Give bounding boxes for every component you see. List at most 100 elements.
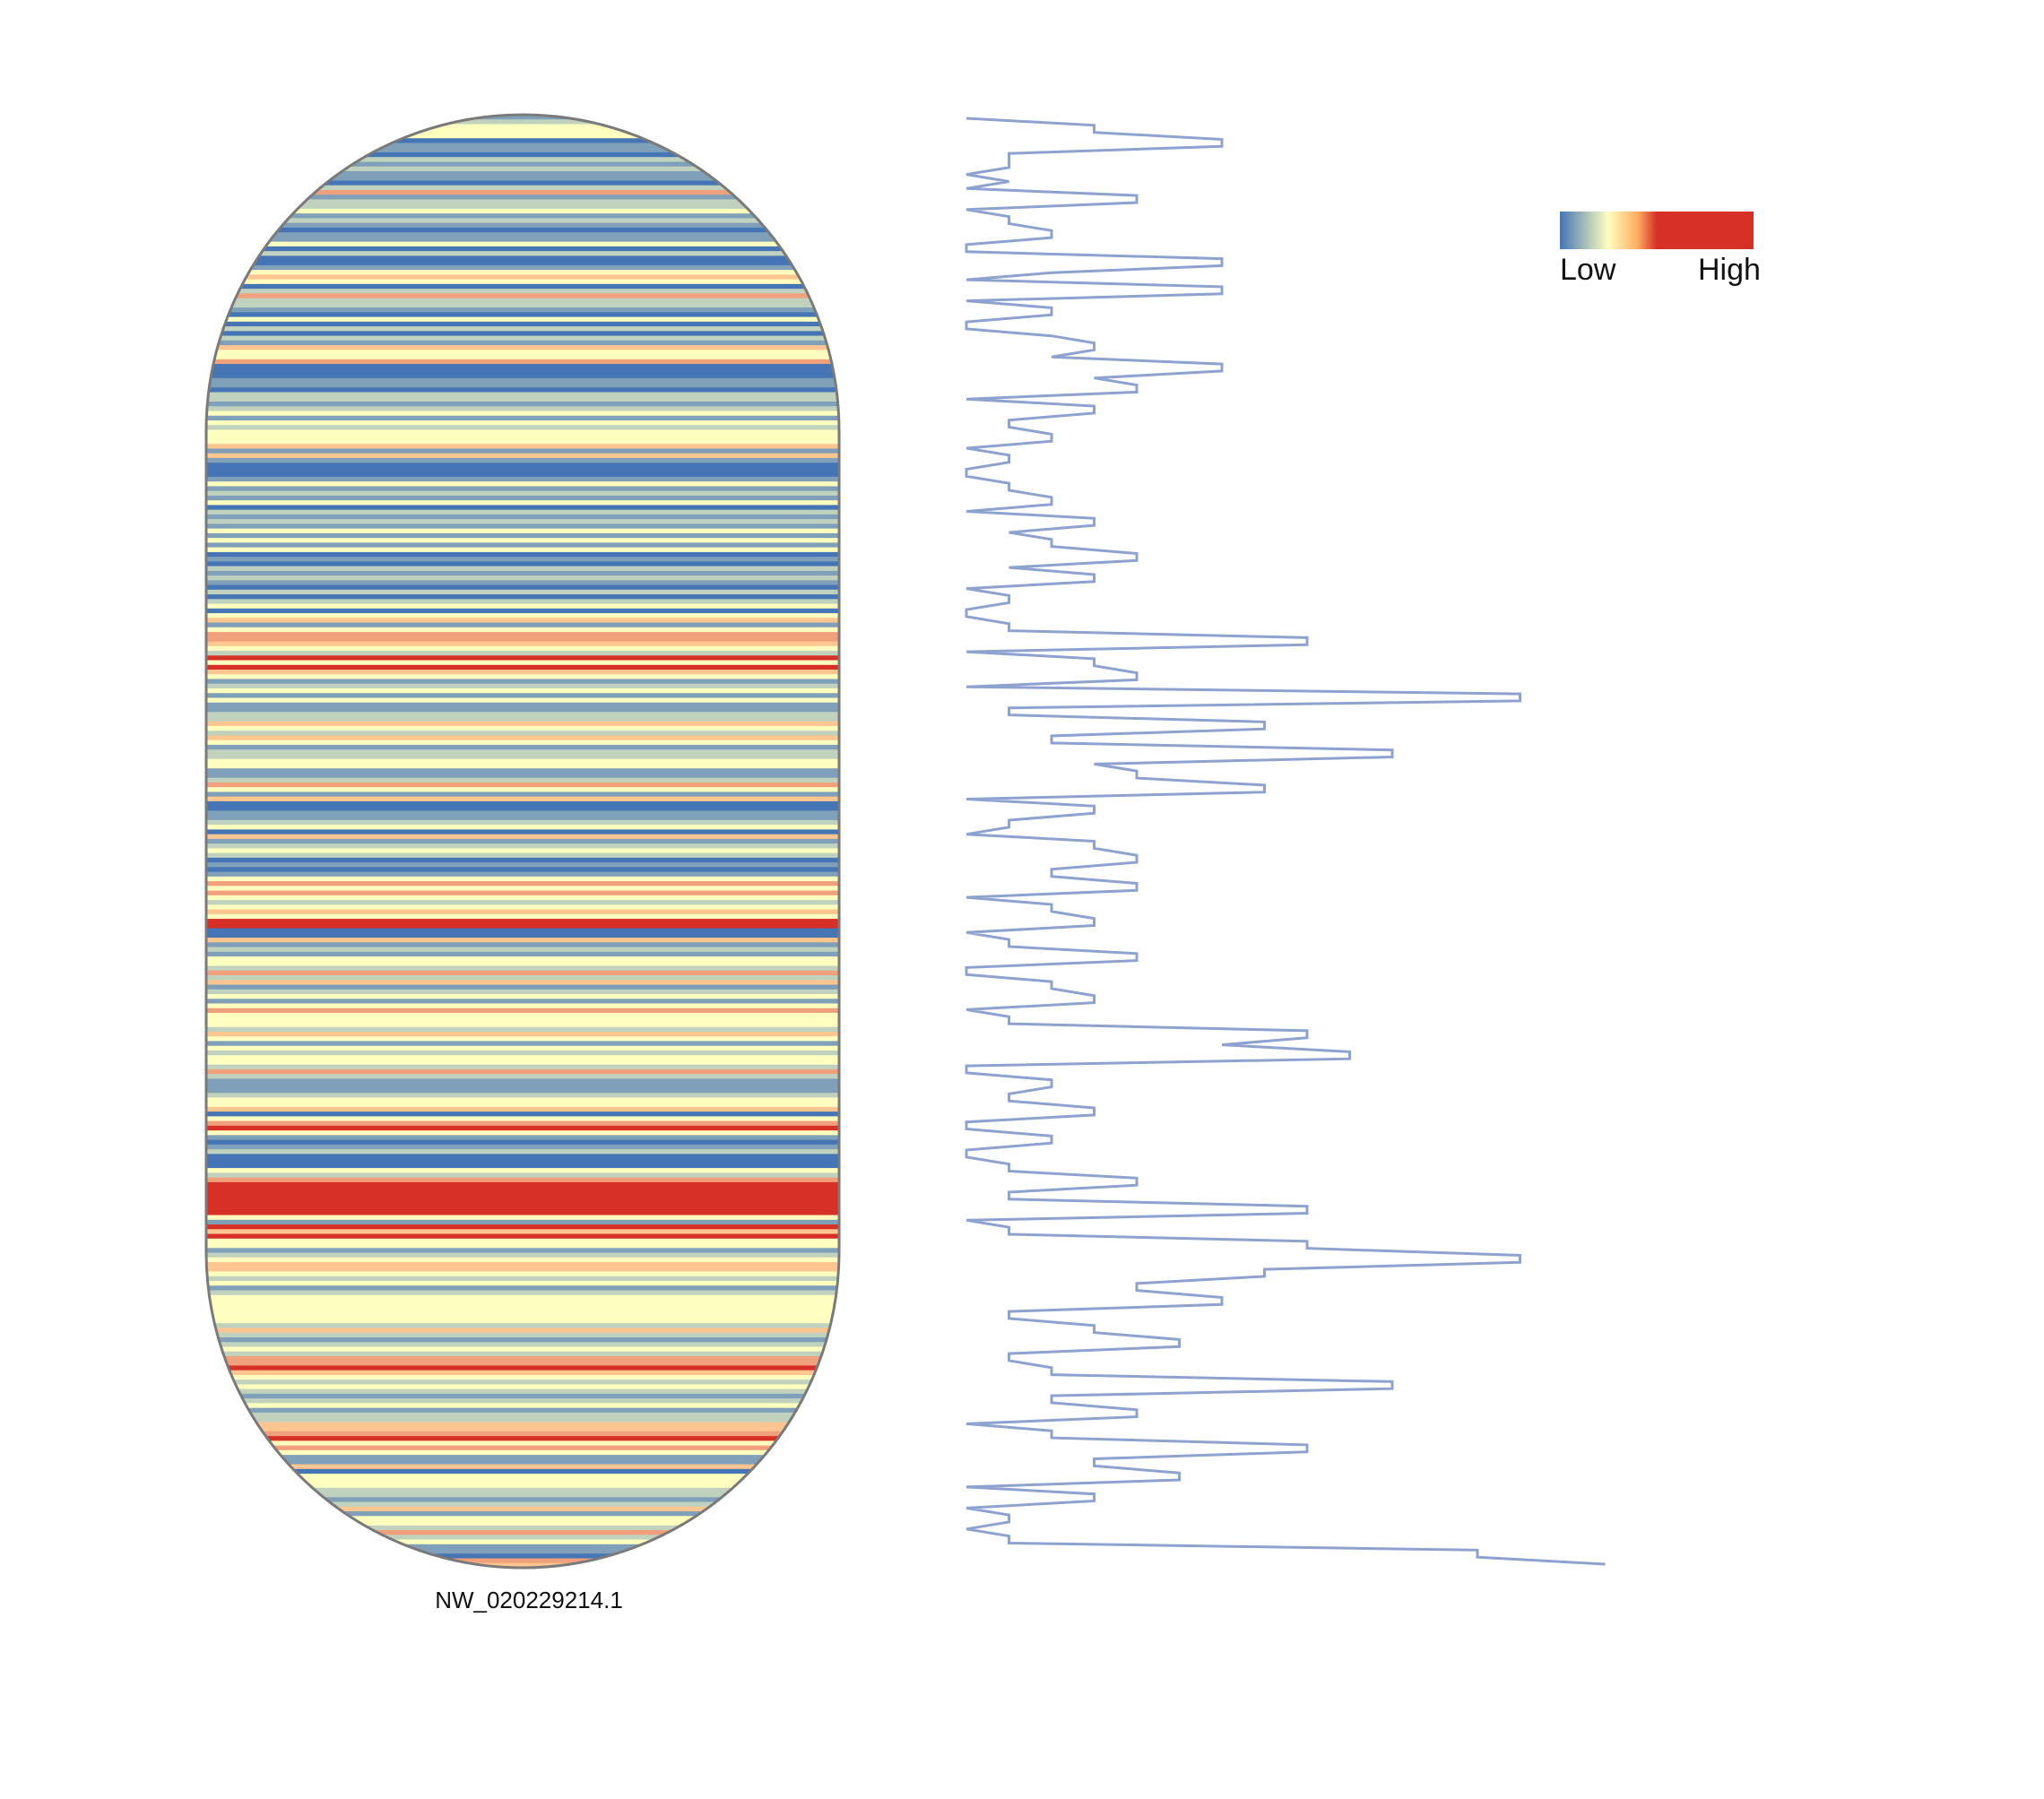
- density-band: [206, 331, 839, 337]
- chromosome-density-bands: [206, 115, 839, 1568]
- density-band: [206, 1290, 839, 1296]
- density-band: [206, 270, 839, 275]
- density-band: [206, 335, 839, 342]
- density-band: [206, 928, 839, 934]
- density-band: [206, 1106, 839, 1112]
- density-band: [206, 203, 839, 210]
- density-band: [206, 904, 839, 911]
- density-band: [206, 1506, 839, 1512]
- density-band: [206, 1346, 839, 1353]
- density-band: [206, 702, 839, 708]
- density-band: [206, 411, 839, 417]
- density-band: [206, 961, 839, 967]
- density-band: [206, 1412, 839, 1418]
- density-band: [206, 632, 839, 637]
- density-band: [206, 1313, 839, 1319]
- density-band: [206, 425, 839, 431]
- density-band: [206, 1304, 839, 1310]
- density-band: [206, 1087, 839, 1094]
- density-band: [206, 956, 839, 962]
- density-band: [206, 796, 839, 802]
- density-band: [206, 725, 839, 731]
- density-band: [206, 1530, 839, 1535]
- density-band: [206, 1168, 839, 1173]
- density-band: [206, 683, 839, 689]
- density-band: [206, 773, 839, 779]
- density-band: [206, 523, 839, 530]
- density-band: [206, 886, 839, 892]
- density-band: [206, 307, 839, 313]
- density-band: [206, 829, 839, 835]
- density-band: [206, 551, 839, 558]
- density-band: [206, 1008, 839, 1014]
- density-band: [206, 806, 839, 812]
- density-band: [206, 1403, 839, 1409]
- density-band: [206, 618, 839, 624]
- density-band: [206, 645, 839, 652]
- density-band: [206, 1248, 839, 1254]
- density-band: [206, 128, 839, 134]
- density-band: [206, 575, 839, 581]
- density-band: [206, 651, 839, 656]
- density-band: [206, 1553, 839, 1560]
- density-band: [206, 279, 839, 285]
- density-band: [206, 674, 839, 680]
- density-band: [206, 655, 839, 662]
- density-band: [206, 1224, 839, 1230]
- density-band: [206, 364, 839, 369]
- density-band: [206, 419, 839, 426]
- density-band: [206, 1036, 839, 1042]
- density-band: [206, 697, 839, 704]
- density-band: [206, 989, 839, 995]
- density-band: [206, 712, 839, 718]
- density-band: [206, 566, 839, 572]
- density-band: [206, 293, 839, 299]
- density-band: [206, 570, 839, 576]
- density-band: [206, 260, 839, 266]
- density-band: [206, 900, 839, 905]
- density-band: [206, 495, 839, 501]
- density-band: [206, 476, 839, 482]
- density-band: [206, 180, 839, 186]
- density-band: [206, 613, 839, 618]
- density-band: [206, 208, 839, 214]
- density-band: [206, 340, 839, 346]
- density-band: [206, 1163, 839, 1169]
- color-scale-legend: [1560, 212, 1754, 249]
- density-band: [206, 500, 839, 506]
- density-band: [206, 542, 839, 549]
- density-band: [206, 453, 839, 459]
- density-band: [206, 1549, 839, 1554]
- density-band: [206, 608, 839, 614]
- density-band: [206, 1003, 839, 1009]
- density-band: [206, 1436, 839, 1441]
- density-band: [206, 1045, 839, 1051]
- density-band: [206, 999, 839, 1005]
- density-band: [206, 1097, 839, 1103]
- density-band: [206, 1520, 839, 1527]
- density-band: [206, 185, 839, 191]
- density-band: [206, 984, 839, 990]
- density-band: [206, 528, 839, 534]
- density-band: [206, 965, 839, 972]
- chromosome-outline: [204, 113, 841, 1570]
- density-band: [206, 157, 839, 163]
- density-band: [206, 1426, 839, 1432]
- density-band: [206, 1468, 839, 1475]
- density-band: [206, 1111, 839, 1117]
- density-band: [206, 768, 839, 774]
- density-band: [206, 1068, 839, 1075]
- density-band: [206, 749, 839, 756]
- density-band: [206, 1398, 839, 1404]
- density-band: [206, 227, 839, 233]
- density-band: [206, 938, 839, 943]
- density-band: [206, 232, 839, 238]
- density-band: [206, 519, 839, 524]
- density-band: [206, 1200, 839, 1207]
- density-band: [206, 1361, 839, 1367]
- density-band: [206, 660, 839, 666]
- density-band: [206, 1487, 839, 1493]
- density-band: [206, 1483, 839, 1489]
- density-band: [206, 1459, 839, 1466]
- density-band: [206, 1501, 839, 1508]
